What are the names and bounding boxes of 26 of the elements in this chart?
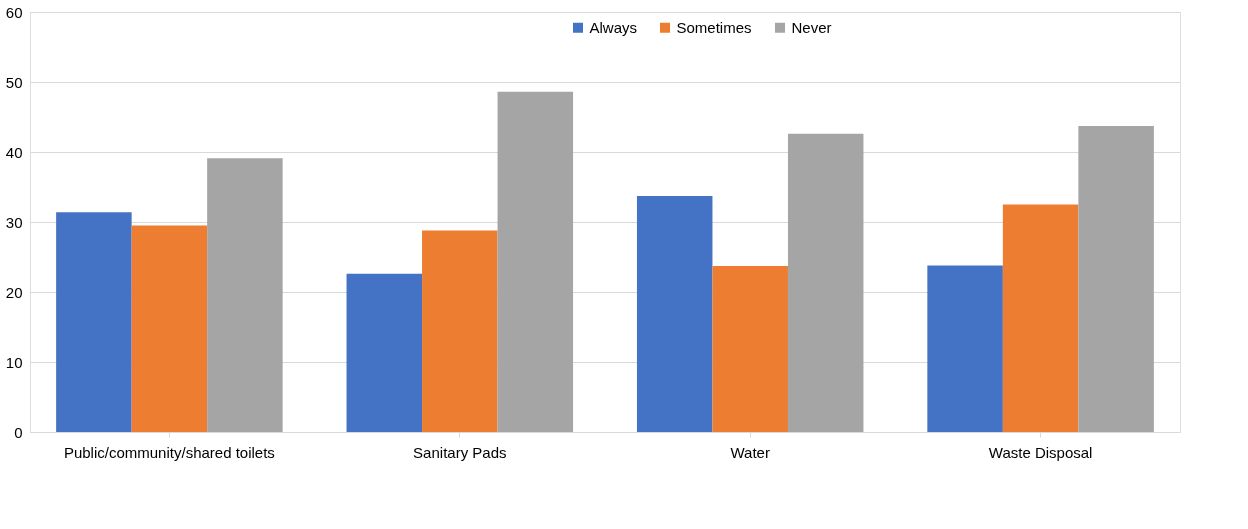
y-tick-label: 50 xyxy=(5,73,23,91)
bar xyxy=(207,158,283,432)
x-tick-label: Public/community/shared toilets xyxy=(63,443,275,461)
x-tick-label: Water xyxy=(730,443,770,461)
bar xyxy=(636,196,713,432)
legend-label: Always xyxy=(589,18,638,36)
y-tick-label: 60 xyxy=(5,3,23,21)
x-tick-label: Waste Disposal xyxy=(988,443,1093,461)
bar xyxy=(712,266,788,432)
y-tick-label: 0 xyxy=(14,423,23,441)
y-tick-label: 40 xyxy=(5,143,23,161)
bar xyxy=(927,265,1003,432)
bar xyxy=(422,230,498,432)
bar xyxy=(787,133,864,432)
bar xyxy=(346,273,423,432)
legend-label: Never xyxy=(791,18,832,36)
bar xyxy=(56,212,132,432)
y-tick-label: 20 xyxy=(5,283,23,301)
y-tick-label: 10 xyxy=(5,353,23,371)
bar xyxy=(1078,126,1154,432)
legend-label: Sometimes xyxy=(676,18,752,36)
bar xyxy=(131,225,208,432)
y-tick-label: 30 xyxy=(5,213,23,231)
x-tick-label: Sanitary Pads xyxy=(413,443,507,461)
bar xyxy=(1002,204,1079,432)
bar xyxy=(497,91,574,432)
